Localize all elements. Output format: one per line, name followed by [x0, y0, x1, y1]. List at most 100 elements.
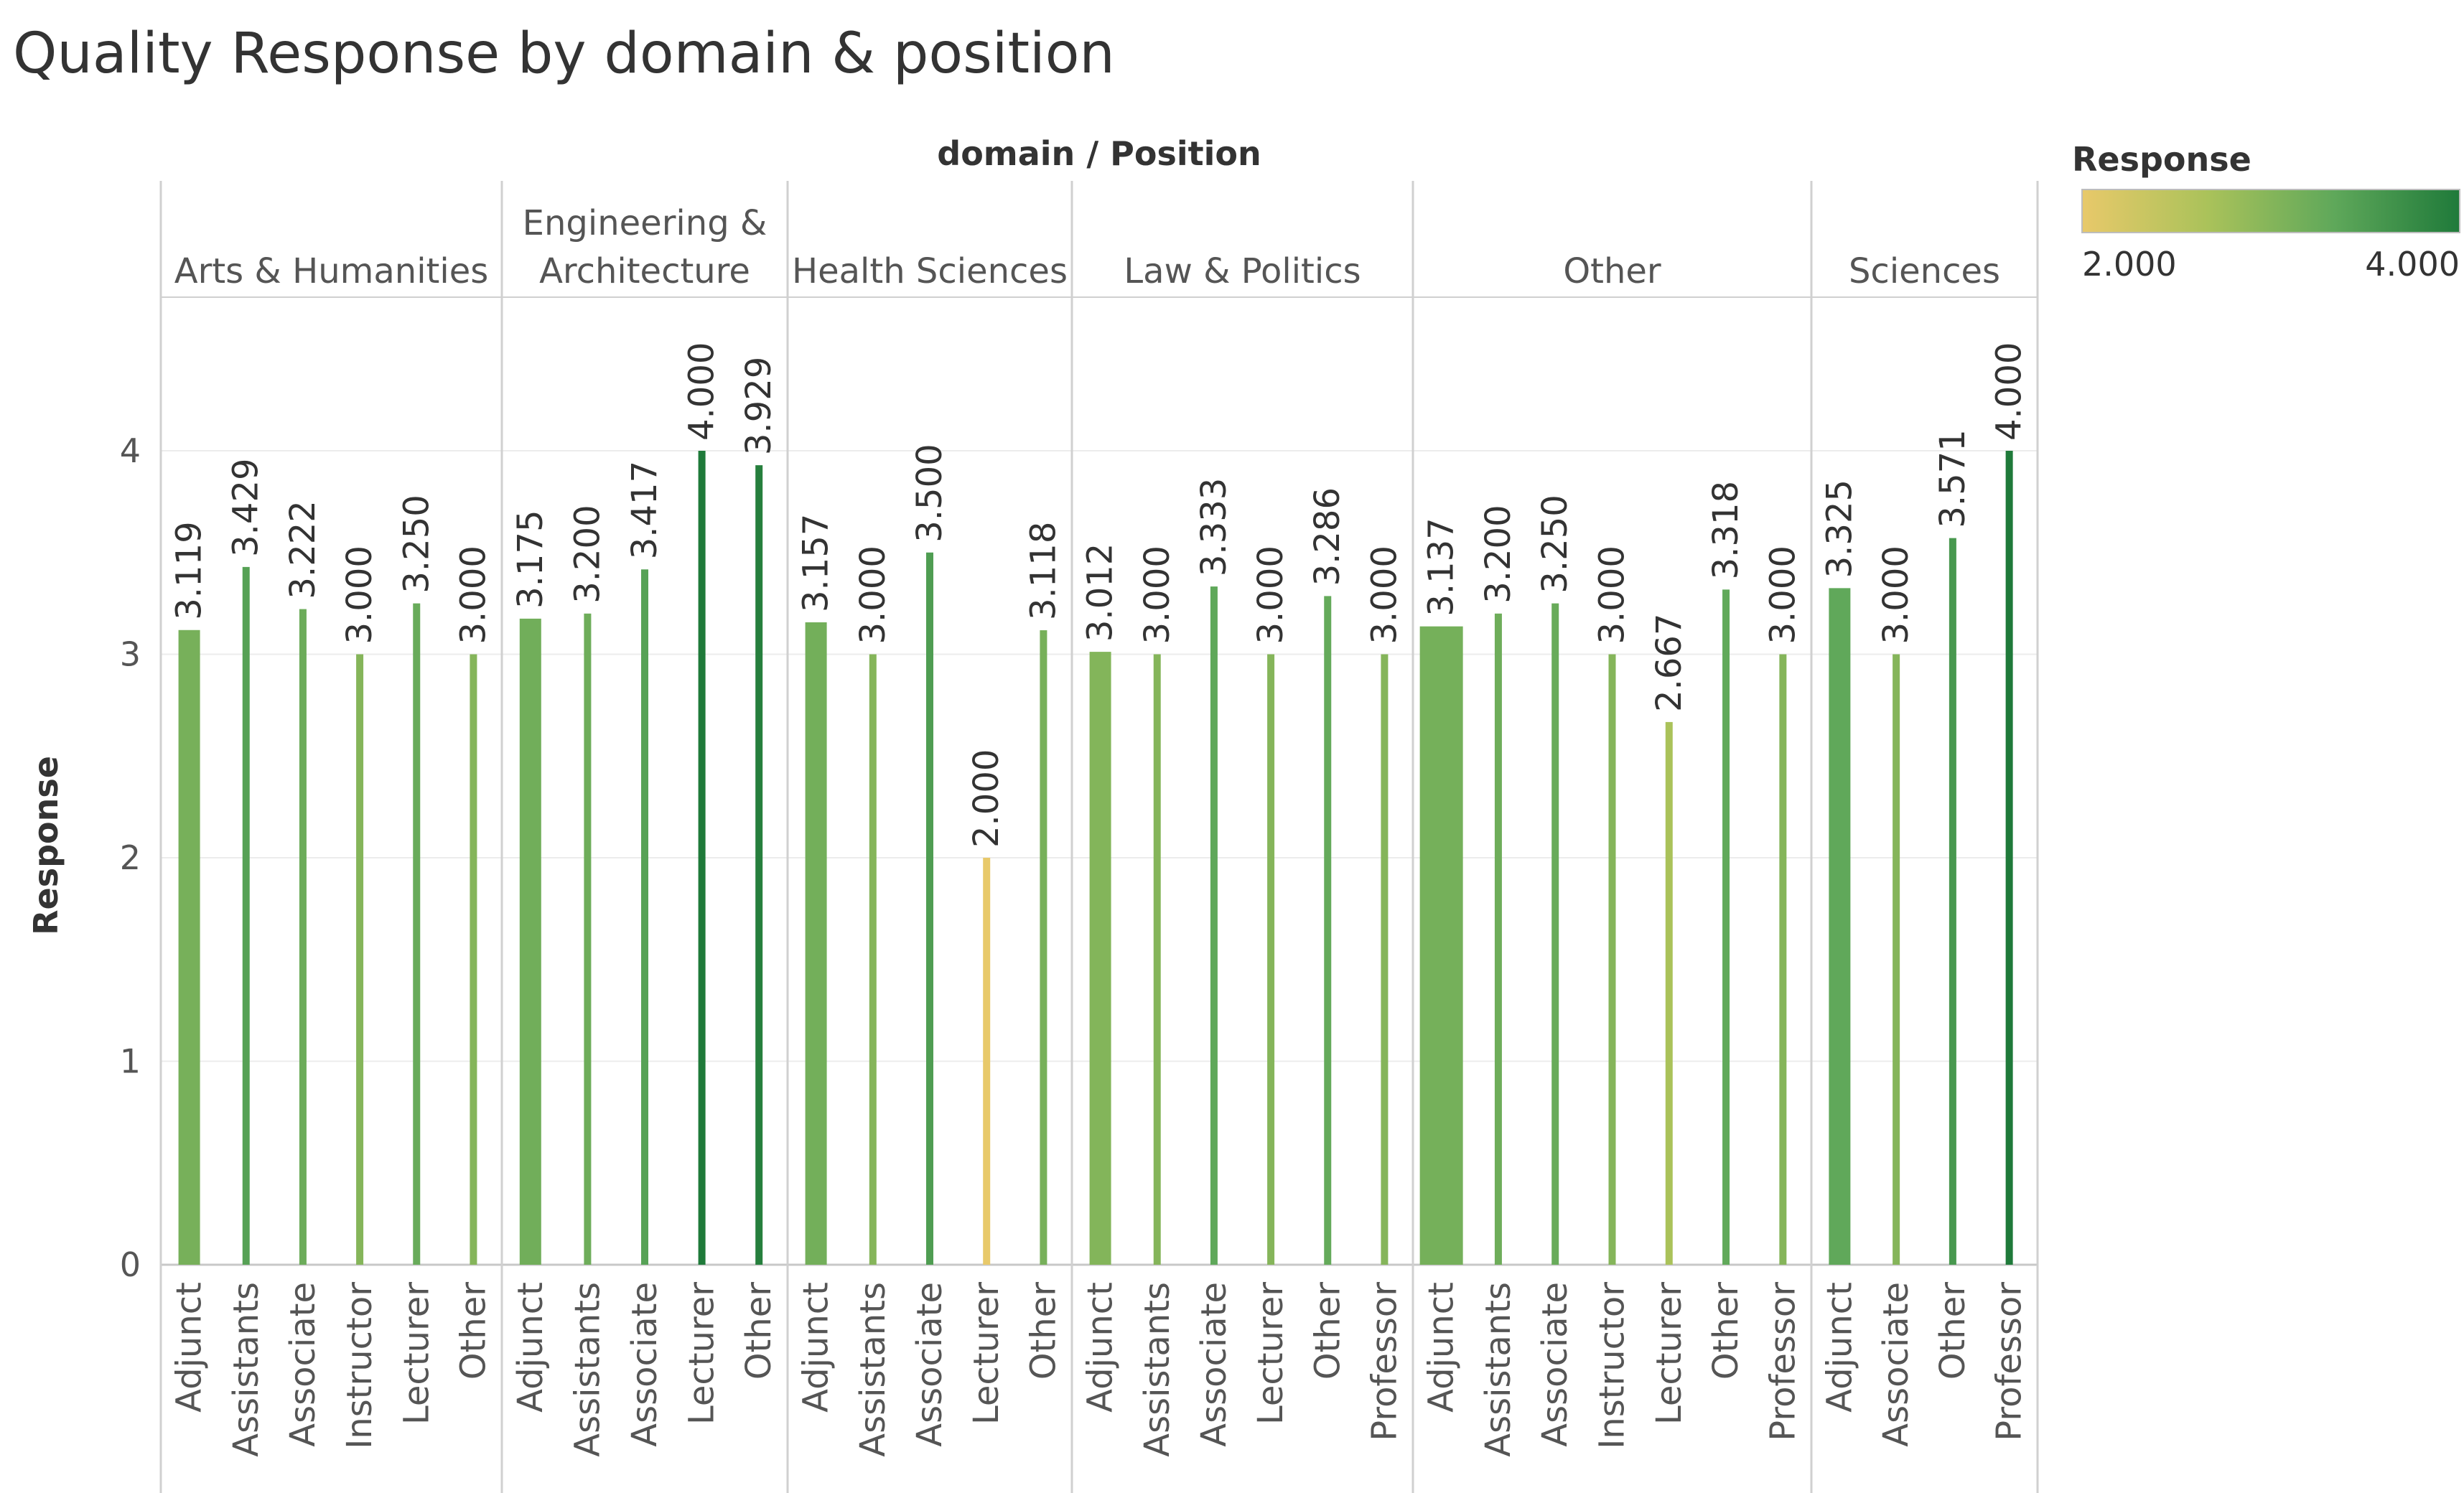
bar-value-label: 3.000	[1876, 546, 1916, 644]
y-tick-label: 1	[120, 1042, 141, 1081]
y-tick-label: 4	[120, 431, 141, 470]
bar-value-label: 3.000	[853, 546, 893, 644]
x-tick-label: Professor	[1763, 1282, 1803, 1441]
bar	[1089, 652, 1111, 1265]
bar-value-label: 4.000	[1989, 342, 2030, 441]
bar	[470, 654, 477, 1265]
domain-header-label: Architecture	[539, 251, 750, 291]
x-tick-label: Lecturer	[1251, 1282, 1291, 1425]
bar	[641, 569, 648, 1265]
x-tick-label: Associate	[1876, 1282, 1916, 1447]
x-tick-label: Assistants	[853, 1282, 893, 1457]
bar-value-label: 3.118	[1023, 522, 1063, 620]
x-tick-label: Associate	[1535, 1282, 1575, 1447]
x-tick-label: Lecturer	[966, 1282, 1007, 1425]
x-tick-label: Professor	[1989, 1282, 2030, 1441]
x-tick-label: Associate	[625, 1282, 665, 1447]
bar	[805, 622, 827, 1265]
domain-header-label: Other	[1563, 251, 1661, 291]
y-axis-title: Response	[27, 756, 65, 935]
bar-value-label: 3.200	[567, 505, 607, 603]
bar-value-label: 3.929	[739, 357, 779, 455]
bar	[1829, 588, 1851, 1265]
bar-value-label: 3.000	[1763, 546, 1803, 644]
bar-value-label: 3.500	[910, 444, 950, 542]
legend-color-ramp	[2081, 189, 2460, 233]
bar-value-label: 3.157	[796, 514, 836, 612]
x-tick-label: Assistants	[1478, 1282, 1518, 1457]
domain-header-label: Law & Politics	[1124, 251, 1361, 291]
bar	[1722, 589, 1730, 1265]
bar	[1551, 603, 1559, 1265]
x-tick-label: Lecturer	[1649, 1282, 1689, 1425]
bar	[983, 858, 991, 1265]
bar	[1381, 654, 1389, 1265]
bar	[299, 609, 307, 1265]
bar-value-label: 3.318	[1706, 481, 1746, 579]
chart-title: Quality Response by domain & position	[13, 22, 1115, 86]
bar-value-label: 3.000	[1251, 546, 1291, 644]
x-tick-label: Adjunct	[1819, 1282, 1859, 1413]
bar	[413, 603, 421, 1265]
legend-max-label: 4.000	[2365, 245, 2460, 284]
y-tick-label: 2	[120, 838, 141, 877]
x-tick-label: Assistants	[567, 1282, 607, 1457]
bar-value-label: 3.119	[169, 521, 210, 619]
x-tick-label: Associate	[283, 1282, 323, 1447]
bar-value-label: 2.000	[966, 749, 1007, 848]
x-tick-label: Adjunct	[1422, 1282, 1462, 1413]
bar	[1324, 596, 1332, 1265]
column-header-label: domain / Position	[937, 134, 1261, 173]
bar	[1419, 626, 1463, 1265]
bar-value-label: 3.000	[340, 546, 380, 644]
bar	[1494, 613, 1502, 1265]
bar	[1153, 654, 1161, 1265]
bar-value-label: 3.000	[1592, 546, 1633, 644]
legend-title: Response	[2072, 140, 2251, 179]
bar-value-label: 3.000	[1364, 546, 1404, 644]
bar	[1608, 654, 1616, 1265]
bar	[1210, 586, 1218, 1265]
bar	[1893, 654, 1900, 1265]
bar-value-label: 3.286	[1307, 487, 1348, 586]
x-tick-label: Other	[739, 1282, 779, 1380]
bar	[242, 566, 250, 1265]
bar-value-label: 3.250	[1535, 495, 1575, 593]
x-tick-label: Lecturer	[396, 1282, 437, 1425]
x-tick-label: Associate	[1194, 1282, 1234, 1447]
bar-value-label: 3.000	[453, 546, 493, 644]
bar-value-label: 3.200	[1478, 505, 1518, 603]
y-tick-label: 0	[120, 1245, 141, 1284]
domain-header-label: Engineering &	[523, 203, 767, 243]
bar	[1949, 538, 1956, 1265]
x-tick-label: Adjunct	[1081, 1282, 1121, 1413]
domain-header-label: Health Sciences	[792, 251, 1068, 291]
bar	[178, 630, 200, 1265]
bar	[1665, 721, 1673, 1265]
x-tick-label: Adjunct	[796, 1282, 836, 1413]
x-tick-label: Other	[1706, 1282, 1746, 1380]
x-tick-label: Adjunct	[510, 1282, 551, 1413]
x-tick-label: Other	[453, 1282, 493, 1380]
bar-value-label: 2.667	[1649, 613, 1689, 711]
x-tick-label: Adjunct	[169, 1282, 210, 1413]
bar-value-label: 3.417	[625, 461, 665, 559]
bar	[584, 613, 592, 1265]
bar-value-label: 3.000	[1137, 546, 1177, 644]
bar	[519, 618, 541, 1265]
bar-value-label: 3.325	[1819, 479, 1859, 578]
x-tick-label: Assistants	[1137, 1282, 1177, 1457]
bar-value-label: 3.012	[1081, 543, 1121, 642]
bar	[2005, 451, 2013, 1265]
bar-value-label: 3.137	[1422, 518, 1462, 616]
domain-header-label: Arts & Humanities	[174, 251, 488, 291]
x-tick-label: Other	[1307, 1282, 1348, 1380]
bar-value-label: 3.333	[1194, 478, 1234, 576]
bar	[1779, 654, 1787, 1265]
bar	[1267, 654, 1275, 1265]
x-tick-label: Other	[1023, 1282, 1063, 1380]
bar	[356, 654, 364, 1265]
x-tick-label: Other	[1933, 1282, 1973, 1380]
bar	[869, 654, 877, 1265]
